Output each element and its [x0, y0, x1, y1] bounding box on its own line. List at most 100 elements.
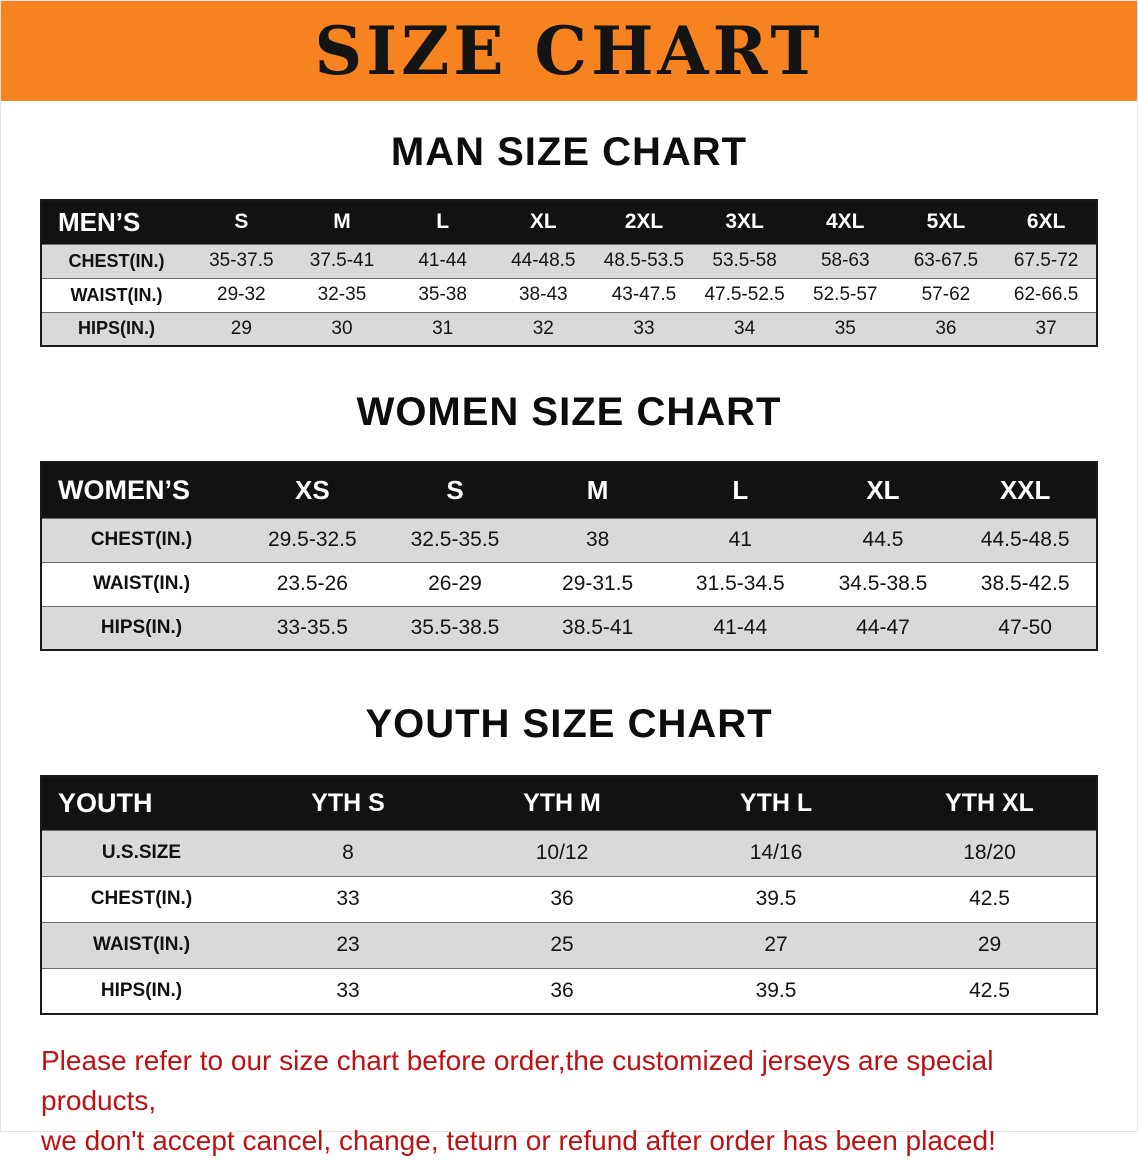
value-cell: 52.5-57 — [813, 284, 878, 305]
men-table-header-row: MEN’S S M L XL 2XL 3XL 4XL 5XL 6XL — [41, 200, 1097, 244]
size-column-header: 5XL — [895, 200, 997, 244]
table-row: WAIST(IN.) 29-32 32-35 35-38 38-43 43-47.5 47.… — [41, 278, 1097, 312]
value-cell: 37.5-41 — [309, 250, 375, 271]
size-column-header: YTH M — [455, 776, 669, 830]
value-cell: 44-48.5 — [511, 250, 576, 271]
value-cell: 41-44 — [418, 250, 467, 271]
value-cell: 67.5-72 — [1013, 250, 1079, 271]
row-label: CHEST(IN.) — [90, 888, 193, 909]
row-label: WAIST(IN.) — [92, 934, 191, 955]
value-cell: 57-62 — [921, 284, 971, 305]
value-cell: 23.5-26 — [276, 572, 348, 595]
size-column-header: YTH S — [241, 776, 455, 830]
table-row: U.S.SIZE 8 10/12 14/16 18/20 — [41, 830, 1097, 876]
value-cell: 25 — [550, 933, 574, 956]
value-cell: 8 — [342, 841, 354, 864]
size-column-header: XXL — [954, 462, 1097, 518]
value-cell: 31.5-34.5 — [695, 572, 785, 595]
value-cell: 33 — [336, 887, 360, 910]
size-column-header: XS — [241, 462, 384, 518]
size-chart-banner: SIZE CHART — [1, 1, 1137, 101]
table-row: WAIST(IN.) 23.5-26 26-29 29-31.5 31.5-34.5 34… — [41, 562, 1097, 606]
value-cell: 38 — [585, 528, 610, 551]
size-column-header: 4XL — [794, 200, 896, 244]
men-section-heading: MAN SIZE CHART — [390, 130, 748, 174]
men-size-table: MEN’S S M L XL 2XL 3XL 4XL 5XL 6XL CHEST(IN.) 35-3… — [40, 199, 1098, 347]
value-cell: 39.5 — [755, 978, 797, 1002]
value-cell: 31 — [432, 317, 454, 339]
value-cell: 29-31.5 — [562, 572, 634, 595]
value-cell: 35-37.5 — [209, 250, 274, 271]
size-column-header: S — [383, 462, 527, 518]
value-cell: 41 — [728, 528, 752, 551]
row-label: WAIST(IN.) — [70, 284, 163, 305]
men-table-body: CHEST(IN.) 35-37.5 37.5-41 41-44 44-48.5 48.5… — [41, 244, 1097, 346]
youth-size-table: YOUTH YTH S YTH M YTH L YTH XL U.S.SIZE 8 10/1… — [40, 775, 1098, 1015]
size-column-header: S — [191, 200, 292, 244]
value-cell: 32-35 — [317, 284, 367, 305]
value-cell: 29 — [977, 933, 1002, 956]
table-corner-header: WOMEN’S — [41, 462, 241, 518]
value-cell: 35 — [834, 317, 856, 339]
value-cell: 10/12 — [535, 841, 589, 864]
size-column-header: 2XL — [593, 200, 695, 244]
size-column-header: L — [668, 462, 812, 518]
table-row: CHEST(IN.) 29.5-32.5 32.5-35.5 38 41 44.5 44.5… — [41, 518, 1097, 562]
value-cell: 33-35.5 — [276, 615, 348, 639]
value-cell: 30 — [331, 317, 353, 339]
value-cell: 33 — [633, 317, 655, 339]
value-cell: 44-47 — [856, 615, 910, 639]
value-cell: 41-44 — [713, 615, 768, 639]
value-cell: 44.5 — [862, 528, 904, 551]
disclaimer-line-1: Please refer to our size chart before or… — [41, 1045, 994, 1116]
table-corner-header: YOUTH — [41, 776, 241, 830]
table-corner-header: MEN’S — [41, 200, 191, 244]
table-row: HIPS(IN.) 29 30 31 32 33 34 35 36 37 — [41, 312, 1097, 346]
row-label: U.S.SIZE — [101, 842, 182, 863]
value-cell: 36 — [550, 887, 574, 910]
value-cell: 35-38 — [418, 284, 467, 305]
value-cell: 26-29 — [428, 572, 482, 595]
value-cell: 29.5-32.5 — [267, 528, 357, 551]
value-cell: 42.5 — [969, 887, 1010, 910]
value-cell: 39.5 — [755, 887, 797, 910]
value-cell: 29 — [230, 317, 252, 339]
value-cell: 36 — [550, 978, 574, 1002]
value-cell: 23 — [336, 933, 360, 956]
men-size-section: MAN SIZE CHART MEN’S S M L XL 2XL 3XL 4XL 5XL 6XL… — [1, 129, 1137, 347]
value-cell: 18/20 — [963, 841, 1016, 864]
row-label: CHEST(IN.) — [90, 529, 193, 550]
value-cell: 38.5-42.5 — [980, 572, 1070, 595]
size-column-header: XL — [492, 200, 594, 244]
value-cell: 43-47.5 — [611, 284, 677, 305]
value-cell: 38.5-41 — [562, 615, 634, 639]
women-size-section: WOMEN SIZE CHART WOMEN’S XS S M L XL XXL CHEST… — [1, 389, 1137, 651]
women-section-heading: WOMEN SIZE CHART — [356, 390, 782, 434]
size-column-header: YTH XL — [883, 776, 1097, 830]
value-cell: 58-63 — [820, 250, 870, 271]
disclaimer-line-2: we don't accept cancel, change, teturn o… — [41, 1125, 996, 1156]
row-label: WAIST(IN.) — [92, 573, 191, 594]
value-cell: 35.5-38.5 — [410, 615, 500, 639]
value-cell: 32 — [532, 317, 554, 339]
value-cell: 36 — [935, 317, 957, 339]
value-cell: 33 — [336, 978, 360, 1002]
row-label: HIPS(IN.) — [100, 979, 183, 1001]
youth-size-section: YOUTH SIZE CHART YOUTH YTH S YTH M YTH L YTH… — [1, 701, 1137, 1015]
table-row: HIPS(IN.) 33 36 39.5 42.5 — [41, 968, 1097, 1014]
size-column-header: 3XL — [694, 200, 795, 244]
size-column-header: L — [392, 200, 493, 244]
value-cell: 37 — [1035, 317, 1057, 339]
youth-table-header-row: YOUTH YTH S YTH M YTH L YTH XL — [41, 776, 1097, 830]
value-cell: 48.5-53.5 — [603, 250, 685, 271]
size-column-header: 6XL — [996, 200, 1097, 244]
women-size-table: WOMEN’S XS S M L XL XXL CHEST(IN.) 29.5-32.5 32.… — [40, 461, 1098, 651]
row-label: CHEST(IN.) — [68, 250, 165, 271]
size-column-header: M — [291, 200, 393, 244]
value-cell: 47-50 — [998, 615, 1052, 639]
value-cell: 14/16 — [749, 841, 803, 864]
value-cell: 34 — [734, 317, 756, 339]
value-cell: 63-67.5 — [913, 250, 979, 271]
table-row: CHEST(IN.) 35-37.5 37.5-41 41-44 44-48.5 48.5… — [41, 244, 1097, 278]
value-cell: 47.5-52.5 — [704, 284, 785, 305]
